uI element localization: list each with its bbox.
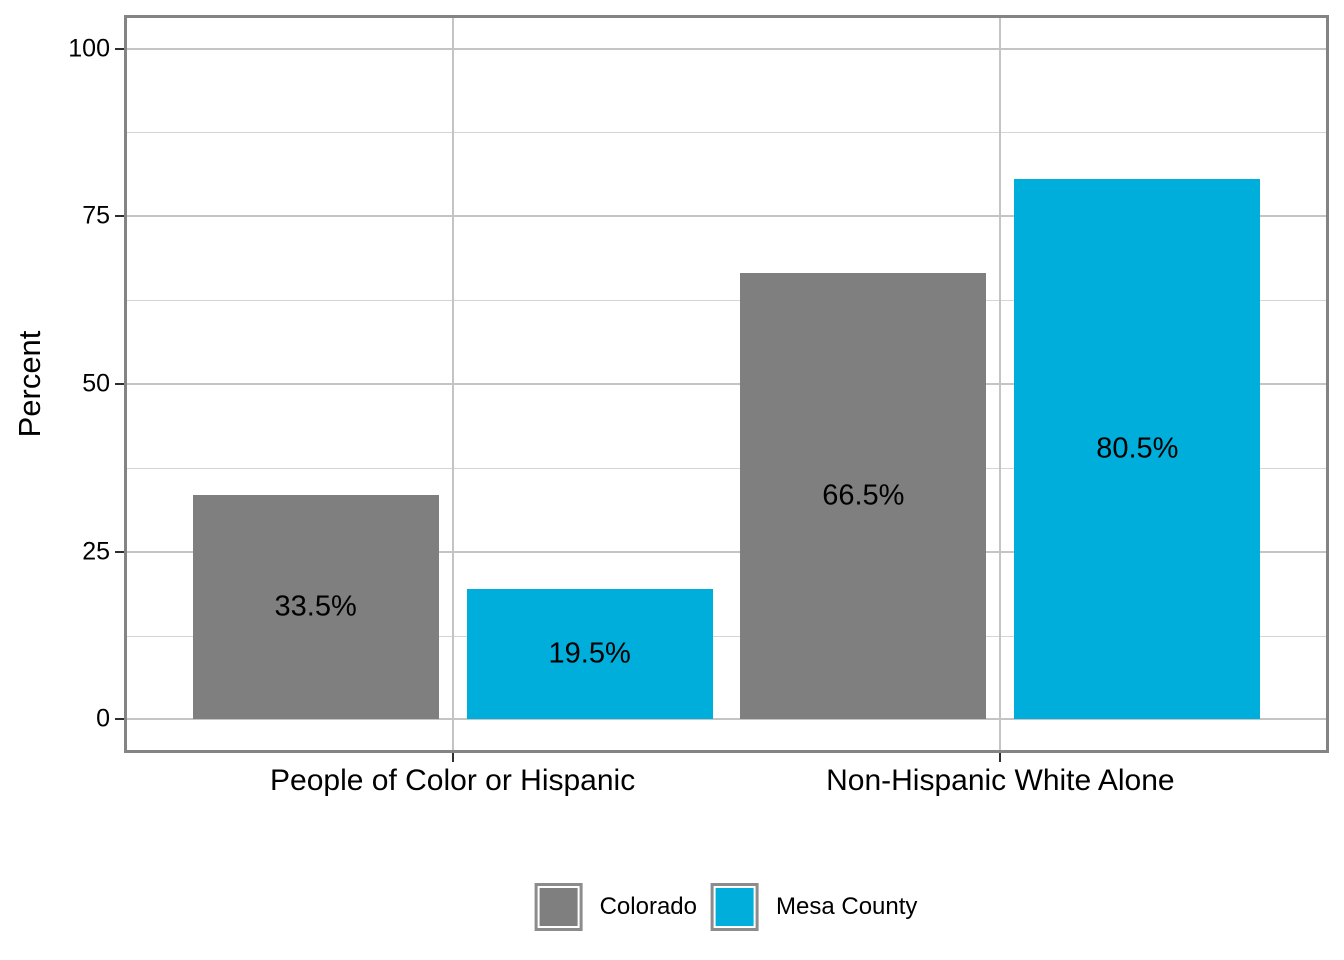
- y-axis-tick: [115, 215, 124, 218]
- bar-value-label: 33.5%: [274, 590, 357, 623]
- bar-colorado: [740, 273, 987, 720]
- y-axis-tick: [115, 550, 124, 553]
- y-axis-tick-label: 0: [96, 704, 110, 733]
- gridline-minor: [124, 467, 1329, 469]
- y-axis-tick-label: 100: [68, 34, 110, 63]
- gridline-major: [124, 383, 1329, 385]
- x-axis-category-label: People of Color or Hispanic: [270, 764, 636, 797]
- x-axis-category-label: Non-Hispanic White Alone: [826, 764, 1175, 797]
- gridline-vertical: [999, 15, 1002, 753]
- legend-label: Colorado: [599, 893, 697, 920]
- y-axis-tick: [115, 383, 124, 385]
- legend-entry: Mesa County: [711, 883, 917, 931]
- y-axis-tick-label: 50: [82, 369, 110, 398]
- gridline-major: [124, 718, 1329, 721]
- y-axis-title: Percent: [12, 330, 47, 438]
- gridline-minor: [124, 132, 1329, 134]
- bar-value-label: 80.5%: [1096, 432, 1179, 465]
- bar-mesa-county: [1014, 179, 1261, 720]
- gridline-minor: [124, 635, 1329, 637]
- y-axis-tick-label: 75: [82, 201, 110, 230]
- legend-label: Mesa County: [776, 893, 918, 920]
- y-axis-tick: [115, 718, 124, 721]
- gridline-major: [124, 550, 1329, 553]
- bar-colorado: [192, 494, 439, 720]
- legend-entry: Colorado: [534, 883, 697, 931]
- x-axis-tick: [999, 753, 1002, 762]
- y-axis-tick-label: 25: [82, 537, 110, 566]
- gridline-major: [124, 215, 1329, 218]
- legend-swatch: [539, 888, 578, 926]
- x-axis-tick: [451, 753, 454, 762]
- legend-key: [534, 883, 583, 931]
- bar-mesa-county: [466, 588, 713, 720]
- legend: Colorado Mesa County: [534, 883, 917, 931]
- legend-swatch: [716, 888, 754, 926]
- gridline-vertical: [451, 15, 454, 753]
- gridline-minor: [124, 300, 1329, 302]
- legend-key: [711, 883, 759, 931]
- gridline-major: [124, 47, 1329, 50]
- bar-value-label: 19.5%: [548, 637, 631, 670]
- bar-value-label: 66.5%: [822, 479, 905, 512]
- y-axis-tick: [115, 47, 124, 50]
